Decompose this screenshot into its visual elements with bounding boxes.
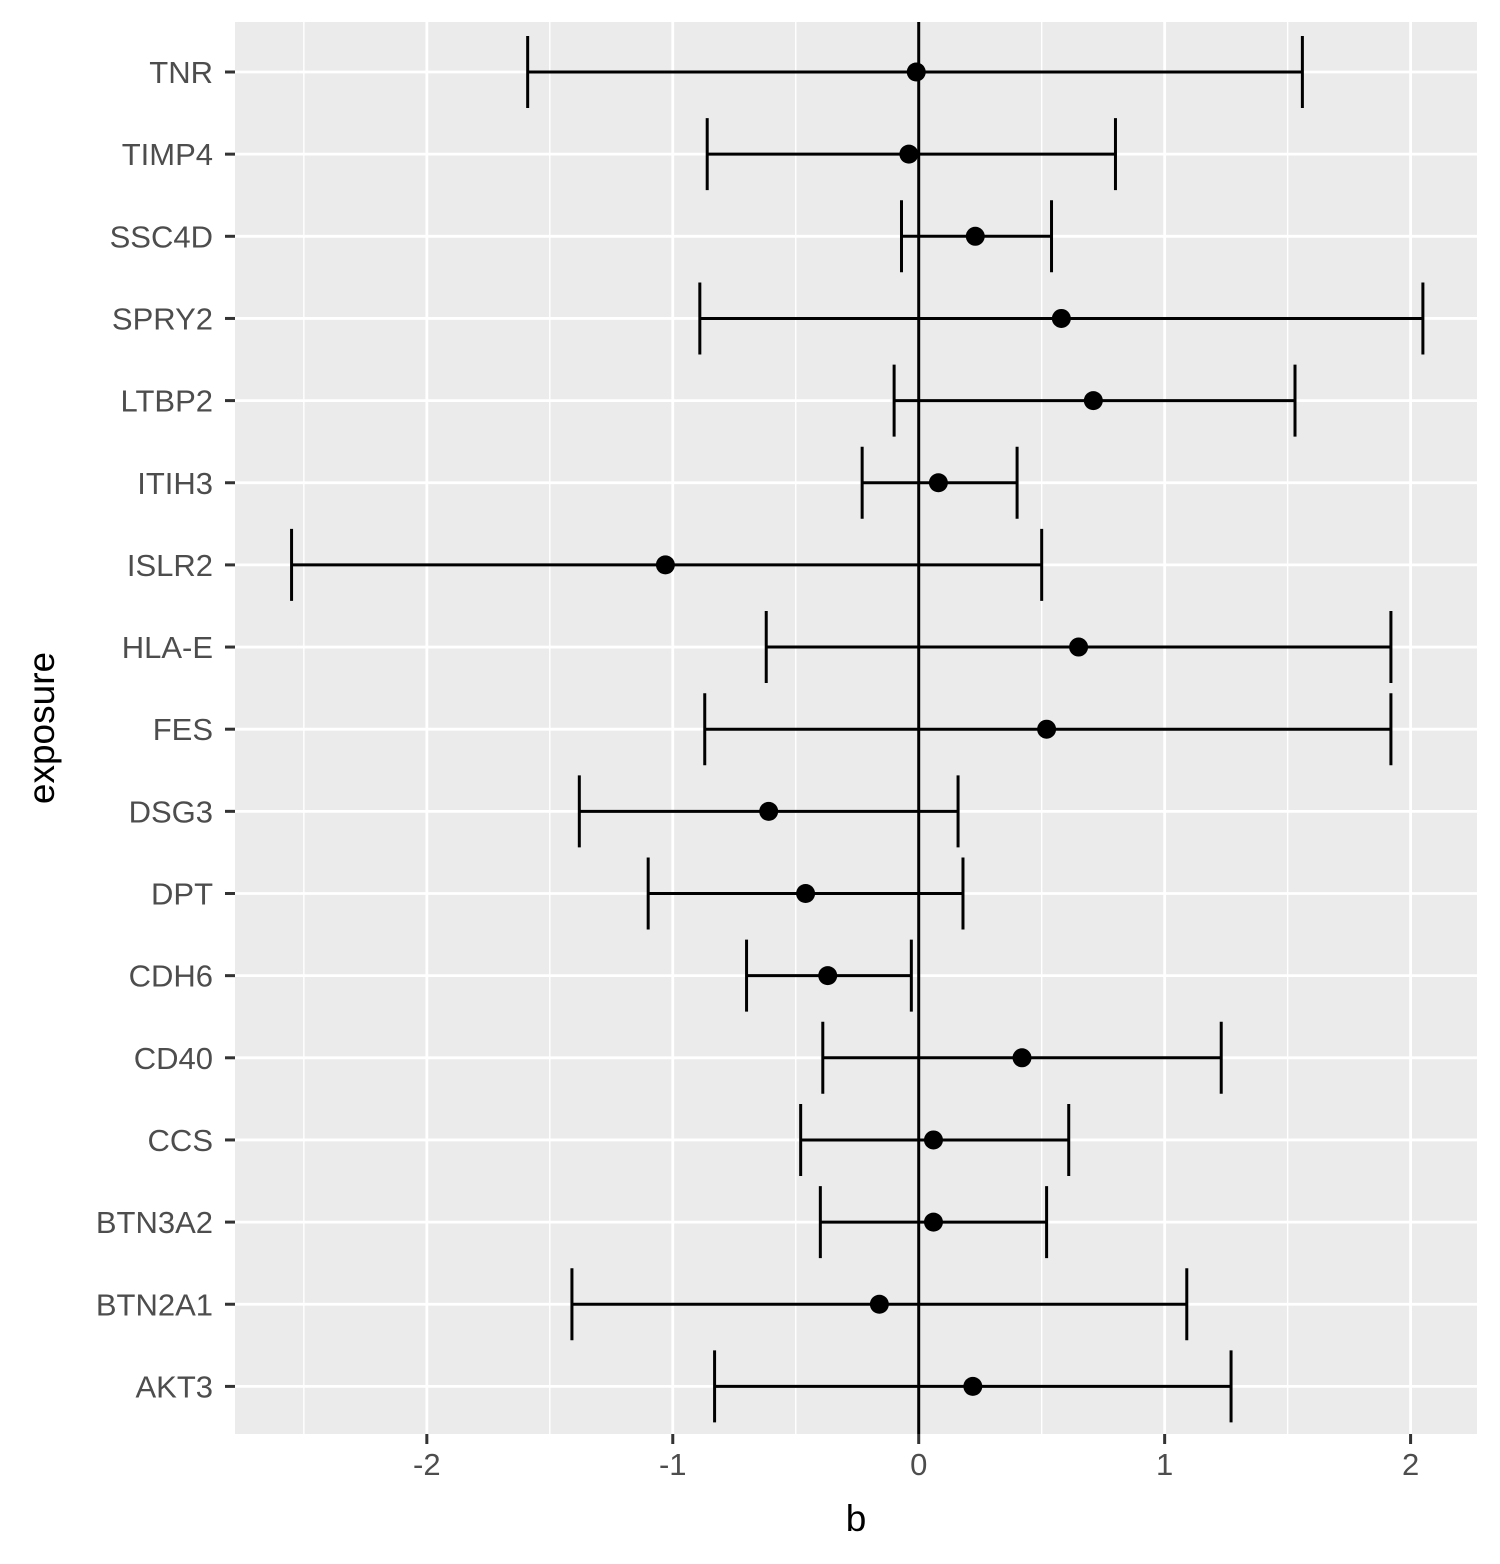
errorbar-hla-e: [764, 611, 1393, 684]
estimate-point: [928, 473, 948, 493]
y-tick-label: CD40: [134, 1041, 213, 1076]
y-tick-label: TIMP4: [122, 137, 213, 172]
estimate-point: [1012, 1048, 1032, 1068]
y-tick-label: CCS: [148, 1123, 213, 1158]
y-tick-label: CDH6: [129, 959, 213, 994]
errorbar-itih3: [860, 446, 1019, 519]
x-axis: -2 -1 0 1 2: [413, 1434, 1419, 1482]
estimate-point: [923, 1130, 943, 1150]
y-tick-label: HLA-E: [122, 630, 213, 665]
errorbar-islr2: [290, 528, 1044, 601]
y-tick-label: BTN3A2: [96, 1205, 213, 1240]
estimate-point: [1037, 719, 1057, 739]
y-tick-label: BTN2A1: [96, 1287, 213, 1322]
errorbar-ltbp2: [892, 364, 1297, 437]
y-tick-label: LTBP2: [121, 384, 213, 419]
errorbar-btn2a1: [570, 1268, 1189, 1341]
errorbar-timp4: [705, 118, 1117, 191]
errorbar-tnr: [526, 36, 1304, 108]
x-tick-label: -1: [659, 1447, 687, 1482]
x-axis-title: b: [846, 1498, 867, 1539]
estimate-point: [1069, 637, 1089, 657]
errorbar-dpt: [646, 857, 965, 930]
y-axis-title: exposure: [21, 652, 62, 804]
x-tick-label: 2: [1402, 1447, 1419, 1482]
y-tick-label: ISLR2: [127, 548, 213, 583]
errorbar-ssc4d: [899, 200, 1054, 273]
estimate-point: [906, 62, 926, 82]
y-tick-label: TNR: [149, 55, 213, 90]
estimate-point: [869, 1294, 889, 1314]
estimate-point: [1051, 308, 1071, 328]
estimate-point: [655, 555, 675, 575]
errorbar-ccs: [799, 1103, 1071, 1176]
y-tick-label: SSC4D: [110, 219, 213, 254]
y-tick-label: AKT3: [135, 1369, 213, 1404]
estimate-point: [796, 884, 816, 903]
y-tick-label: FES: [153, 712, 213, 747]
x-tick-label: 1: [1156, 1447, 1173, 1482]
errorbar-akt3: [713, 1350, 1233, 1423]
estimate-point: [963, 1376, 983, 1396]
errorbar-fes: [703, 693, 1393, 766]
errorbar-cd40: [821, 1021, 1223, 1094]
x-tick-label: 0: [910, 1447, 927, 1482]
errorbar-cdh6: [745, 939, 913, 1012]
estimate-point: [759, 801, 779, 821]
errorbar-btn3a2: [818, 1186, 1049, 1259]
estimate-point: [818, 966, 838, 986]
y-tick-label: DPT: [151, 877, 213, 912]
estimate-point: [899, 144, 919, 164]
estimate-point: [965, 226, 985, 246]
estimate-point: [1083, 391, 1103, 411]
error-bars: [290, 36, 1425, 1423]
y-tick-label: ITIH3: [137, 466, 213, 501]
y-tick-label: DSG3: [129, 794, 213, 829]
y-axis: TNR TIMP4 SSC4D SPRY2 LTBP2 ITIH3 ISLR2 HLA-E FE…: [96, 55, 235, 1404]
estimate-point: [923, 1212, 943, 1232]
x-tick-label: -2: [413, 1447, 441, 1482]
errorbar-spry2: [698, 282, 1425, 355]
errorbar-dsg3: [577, 775, 960, 848]
y-tick-label: SPRY2: [112, 301, 213, 336]
